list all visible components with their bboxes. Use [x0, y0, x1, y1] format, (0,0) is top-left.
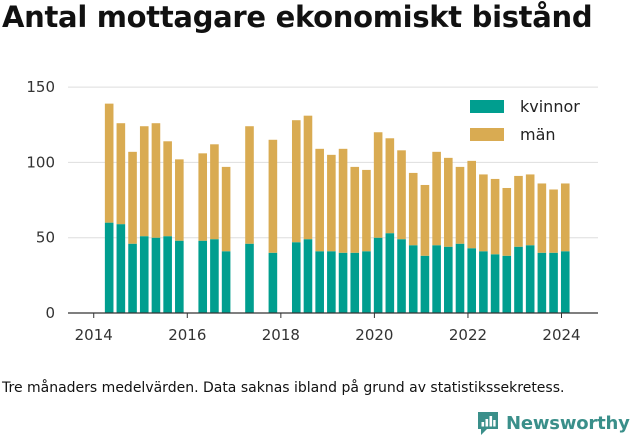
- y-tick-label: 50: [36, 229, 55, 247]
- bar-man: [338, 148, 348, 253]
- y-tick-label: 150: [26, 78, 55, 96]
- legend-swatch-kvinnor: [470, 100, 504, 113]
- y-tick-label: 0: [45, 304, 55, 322]
- bar-kvinnor: [549, 252, 558, 313]
- bar-man: [221, 166, 231, 252]
- bar-kvinnor: [128, 243, 137, 313]
- bar-man: [327, 154, 336, 252]
- bar-man: [397, 150, 406, 240]
- bar-man: [128, 151, 137, 244]
- bar-kvinnor: [139, 236, 149, 313]
- bar-kvinnor: [338, 252, 348, 313]
- legend: kvinnor män: [470, 97, 580, 144]
- bar-kvinnor: [420, 255, 430, 313]
- bar-kvinnor: [444, 246, 453, 313]
- bar-man: [514, 175, 523, 247]
- bar-man: [467, 160, 476, 249]
- x-tick-label: 2024: [542, 326, 580, 344]
- bar-man: [490, 178, 500, 255]
- bar-kvinnor: [432, 245, 441, 313]
- bar-kvinnor: [537, 252, 547, 313]
- legend-label-man: män: [520, 125, 556, 144]
- bar-kvinnor: [502, 255, 512, 313]
- bar-man: [210, 144, 219, 240]
- bar-kvinnor: [245, 243, 254, 313]
- bar-kvinnor: [163, 236, 172, 313]
- bar-man: [432, 151, 441, 246]
- bar-man: [420, 184, 430, 256]
- bar-man: [362, 169, 371, 252]
- bar-kvinnor: [221, 251, 231, 313]
- axes: 0 50 100 150 2014 2016 2018 2020 2022 2024: [26, 78, 598, 344]
- legend-label-kvinnor: kvinnor: [520, 97, 580, 116]
- y-tick-label: 100: [26, 153, 55, 171]
- bar-kvinnor: [350, 252, 360, 313]
- x-tick-label: 2014: [75, 326, 113, 344]
- bar-kvinnor: [455, 243, 465, 313]
- bar-man: [245, 126, 254, 244]
- x-tick-label: 2018: [262, 326, 300, 344]
- bar-kvinnor: [291, 242, 301, 313]
- bar-kvinnor: [479, 251, 488, 313]
- bar-kvinnor: [315, 251, 324, 313]
- bar-man: [175, 159, 184, 241]
- bar-man: [525, 174, 535, 246]
- bar-kvinnor: [490, 254, 500, 313]
- bar-kvinnor: [198, 240, 208, 313]
- bar-man: [549, 189, 558, 253]
- bar-man: [163, 141, 172, 237]
- bar-kvinnor: [525, 245, 535, 313]
- bar-man: [116, 123, 126, 225]
- footnote: Tre månaders medelvärden. Data saknas ib…: [2, 380, 565, 396]
- bar-man: [560, 183, 570, 252]
- bar-kvinnor: [175, 240, 184, 313]
- bar-kvinnor: [385, 233, 395, 313]
- bar-man: [151, 123, 161, 238]
- bar-kvinnor: [467, 248, 476, 313]
- bar-kvinnor: [408, 245, 418, 313]
- bar-man: [537, 183, 547, 253]
- bar-kvinnor: [303, 239, 313, 313]
- bars: [104, 103, 570, 314]
- bar-man: [444, 157, 453, 247]
- brand[interactable]: Newsworthy: [476, 410, 630, 436]
- bar-man: [268, 139, 278, 253]
- x-tick-label: 2020: [355, 326, 393, 344]
- bar-kvinnor: [151, 237, 161, 313]
- x-tick-label: 2022: [449, 326, 487, 344]
- bar-kvinnor: [268, 252, 278, 313]
- bar-man: [350, 166, 360, 253]
- bar-kvinnor: [327, 251, 336, 313]
- bar-man: [139, 126, 149, 237]
- bar-man: [291, 120, 301, 243]
- brand-name: Newsworthy: [506, 412, 630, 434]
- newsworthy-logo-icon: [478, 412, 498, 435]
- bar-man: [502, 187, 512, 256]
- chart-title: Antal mottagare ekonomiskt bistånd: [2, 0, 593, 34]
- bar-kvinnor: [514, 246, 523, 313]
- bar-man: [104, 103, 114, 223]
- bar-kvinnor: [560, 251, 570, 313]
- bar-kvinnor: [362, 251, 371, 313]
- bar-kvinnor: [210, 239, 219, 313]
- bar-man: [479, 174, 488, 252]
- bar-kvinnor: [104, 222, 114, 314]
- bar-kvinnor: [116, 224, 126, 313]
- bar-man: [303, 115, 313, 240]
- x-tick-label: 2016: [168, 326, 206, 344]
- bar-man: [198, 153, 208, 241]
- bar-kvinnor: [373, 237, 383, 313]
- bar-man: [315, 148, 324, 252]
- bar-man: [455, 166, 465, 244]
- bar-man: [408, 172, 418, 246]
- bar-kvinnor: [397, 239, 406, 313]
- bar-man: [385, 138, 395, 234]
- bar-man: [373, 132, 383, 238]
- legend-swatch-man: [470, 128, 504, 141]
